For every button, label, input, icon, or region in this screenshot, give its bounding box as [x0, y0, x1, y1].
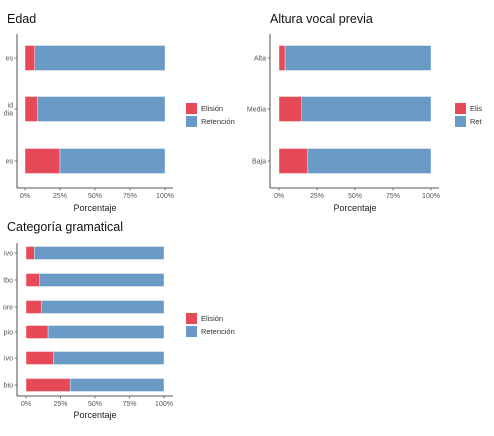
panel3-ytick-label-5: ivo: [4, 356, 13, 363]
panel1-bar-elision-3: [24, 148, 61, 174]
panel2-xtick-label-3: 50%: [348, 193, 362, 200]
panel3-xtick-label-2: 25%: [53, 401, 67, 408]
panel3-bar-elision-1: [25, 246, 35, 260]
panel2-xtick-label-2: 25%: [310, 193, 324, 200]
panel3-bar-elision-6: [25, 378, 71, 392]
panel1-ytick-label-1: es: [6, 56, 14, 63]
panel3-ytick-label-1: ivo: [4, 251, 13, 258]
panel3-xtick-label-3: 50%: [88, 401, 102, 408]
panel3-xtick-label-4: 75%: [122, 401, 136, 408]
panel3-legend-key-elision: [186, 313, 197, 324]
panel3-bar-retention-5: [53, 351, 165, 365]
panel3-xtick-label-5: 100%: [155, 401, 173, 408]
panel3-bar-retention-4: [47, 325, 165, 339]
panel2-bar-elision-2: [278, 96, 302, 122]
panel1-bar-retention-1: [34, 45, 166, 71]
panel3-legend-label-retention: Retención: [201, 327, 235, 336]
panel2-bar-elision-1: [278, 45, 286, 71]
panel1-legend-key-elision: [186, 103, 197, 114]
panel1-bar-retention-2: [37, 96, 166, 122]
panel1-xtick-label-4: 75%: [123, 193, 137, 200]
panel2-xtick-label-4: 75%: [386, 193, 400, 200]
panel1-title: Edad: [7, 12, 36, 26]
panel3-legend-key-retention: [186, 326, 197, 337]
panel2-legend-key-retention: [455, 116, 466, 127]
panel3-legend-label-elision: Elisión: [201, 314, 223, 323]
panel3-ytick-label-2: tbo: [3, 278, 13, 285]
panel1-ytick-label-3: es: [6, 159, 14, 166]
panel3-bar-retention-1: [34, 246, 165, 260]
panel2-ytick-label-3: Baja: [252, 159, 266, 166]
panel2-x-title: Porcentaje: [333, 203, 376, 213]
panel3-title: Categoría gramatical: [7, 220, 123, 234]
panel3-bar-elision-5: [25, 351, 54, 365]
panel3-x-title: Porcentaje: [73, 410, 116, 420]
panel3-bar-elision-3: [25, 300, 42, 314]
panel1-bar-elision-2: [24, 96, 38, 122]
panel1-xtick-label-2: 25%: [53, 193, 67, 200]
panel1-bar-elision-1: [24, 45, 36, 71]
panel1-legend-label-elision: Elisión: [201, 104, 223, 113]
panel2-legend-label-elision: Elis: [470, 104, 482, 113]
panel2-ytick-label-2: Media: [247, 107, 266, 114]
panel1-legend-label-retention: Retención: [201, 117, 235, 126]
panel3-ytick-label-3: ore: [3, 305, 13, 312]
panel3-xtick-label-1: 0%: [21, 401, 31, 408]
panel2-bar-retention-1: [284, 45, 432, 71]
panel3-bar-retention-6: [69, 378, 165, 392]
panel2-xtick-label-1: 0%: [274, 193, 284, 200]
panel2-legend-key-elision: [455, 103, 466, 114]
panel3-bar-retention-2: [39, 273, 165, 287]
panel2-bar-elision-3: [278, 148, 309, 174]
panel1-x-title: Porcentaje: [73, 203, 116, 213]
panel2-xtick-label-5: 100%: [422, 193, 440, 200]
panel3-bar-elision-2: [25, 273, 41, 287]
panel1-xtick-label-5: 100%: [156, 193, 174, 200]
panel2-bar-retention-3: [307, 148, 432, 174]
panel3-ytick-label-4: pio: [4, 330, 13, 337]
panel1-xtick-label-3: 50%: [88, 193, 102, 200]
panel3-bar-retention-3: [40, 300, 165, 314]
panel3-bar-elision-4: [25, 325, 49, 339]
panel2-bar-retention-2: [301, 96, 432, 122]
panel3-ytick-label-6: bio: [4, 383, 13, 390]
panel2-legend-label-retention: Ret: [470, 117, 483, 126]
panel2-title: Altura vocal previa: [270, 12, 373, 26]
panel1-ytick-label-2: id dia: [4, 103, 13, 118]
panel1-legend-key-retention: [186, 116, 197, 127]
panel1-xtick-label-1: 0%: [20, 193, 30, 200]
panel1-bar-retention-3: [59, 148, 166, 174]
panel2-ytick-label-1: Alta: [254, 56, 266, 63]
